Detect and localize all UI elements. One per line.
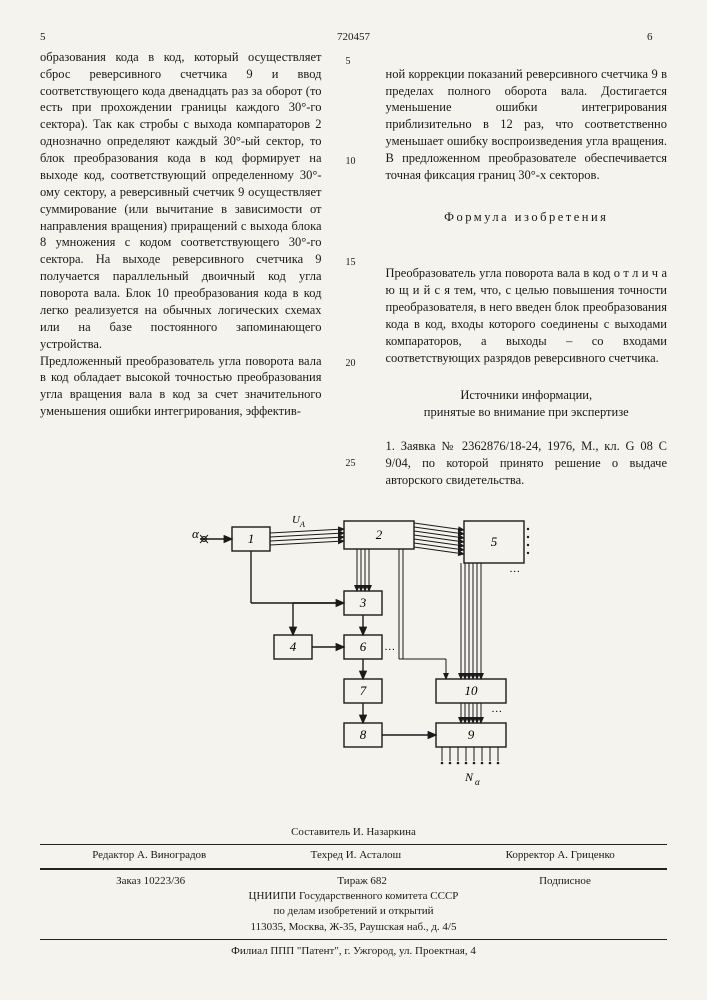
order-no: Заказ 10223/36 (116, 874, 185, 889)
svg-text:4: 4 (289, 639, 296, 654)
techred: Техред И. Асталош (311, 848, 402, 863)
line-numbers: 5 10 15 20 25 (346, 49, 362, 489)
lineno: 10 (346, 155, 362, 169)
colophon: Составитель И. Назаркина Редактор А. Вин… (40, 825, 667, 960)
svg-text:α: α (475, 777, 480, 787)
svg-text:…: … (492, 703, 502, 715)
right-column: ной коррекции показаний реверсивного сче… (386, 49, 668, 489)
sources-title: Источники информации, принятые во вниман… (386, 387, 668, 421)
svg-text:1: 1 (247, 531, 254, 546)
svg-text:9: 9 (467, 727, 474, 742)
right-para-3: 1. Заявка № 2362876/18-24, 1976, М., кл.… (386, 439, 668, 487)
svg-text:8: 8 (359, 727, 366, 742)
svg-text:…: … (510, 563, 520, 575)
address: 113035, Москва, Ж-35, Раушская наб., д. … (40, 920, 667, 935)
org-line-2: по делам изобретений и открытий (40, 904, 667, 919)
lineno: 25 (346, 457, 362, 471)
branch: Филиал ППП "Патент", г. Ужгород, ул. Про… (40, 944, 667, 959)
block-diagram: 12534671089αUA…Nα…… (174, 497, 534, 817)
svg-text:A: A (299, 520, 305, 529)
svg-text:7: 7 (359, 683, 366, 698)
svg-text:3: 3 (358, 595, 366, 610)
lineno: 20 (346, 357, 362, 371)
svg-text:10: 10 (464, 683, 478, 698)
lineno: 15 (346, 256, 362, 270)
formula-title: Формула изобретения (386, 209, 668, 226)
page-right: 6 (647, 30, 667, 45)
print-row: Заказ 10223/36 Тираж 682 Подписное (40, 874, 667, 889)
corrector: Корректор А. Гриценко (506, 848, 615, 863)
right-para-2: Преобразователь угла поворота вала в код… (386, 266, 668, 364)
svg-text:α: α (192, 526, 200, 541)
svg-text:5: 5 (490, 534, 497, 549)
svg-text:…: … (385, 641, 395, 653)
right-para-1: ной коррекции показаний реверсивного сче… (386, 67, 668, 182)
editor: Редактор А. Виноградов (92, 848, 206, 863)
doc-number: 720457 (60, 30, 647, 45)
org-line-1: ЦНИИПИ Государственного комитета СССР (40, 889, 667, 904)
svg-text:N: N (464, 770, 474, 784)
subscription: Подписное (539, 874, 591, 889)
circulation: Тираж 682 (337, 874, 387, 889)
page-left: 5 (40, 30, 60, 45)
compiler: Составитель И. Назаркина (40, 825, 667, 840)
svg-text:2: 2 (375, 527, 382, 542)
body-columns: образования кода в код, который осуществ… (40, 49, 667, 489)
left-column: образования кода в код, который осуществ… (40, 49, 322, 489)
lineno: 5 (346, 55, 362, 69)
page-header: 5 720457 6 (40, 30, 667, 45)
credits-row: Редактор А. Виноградов Техред И. Асталош… (40, 844, 667, 863)
svg-text:6: 6 (359, 639, 366, 654)
